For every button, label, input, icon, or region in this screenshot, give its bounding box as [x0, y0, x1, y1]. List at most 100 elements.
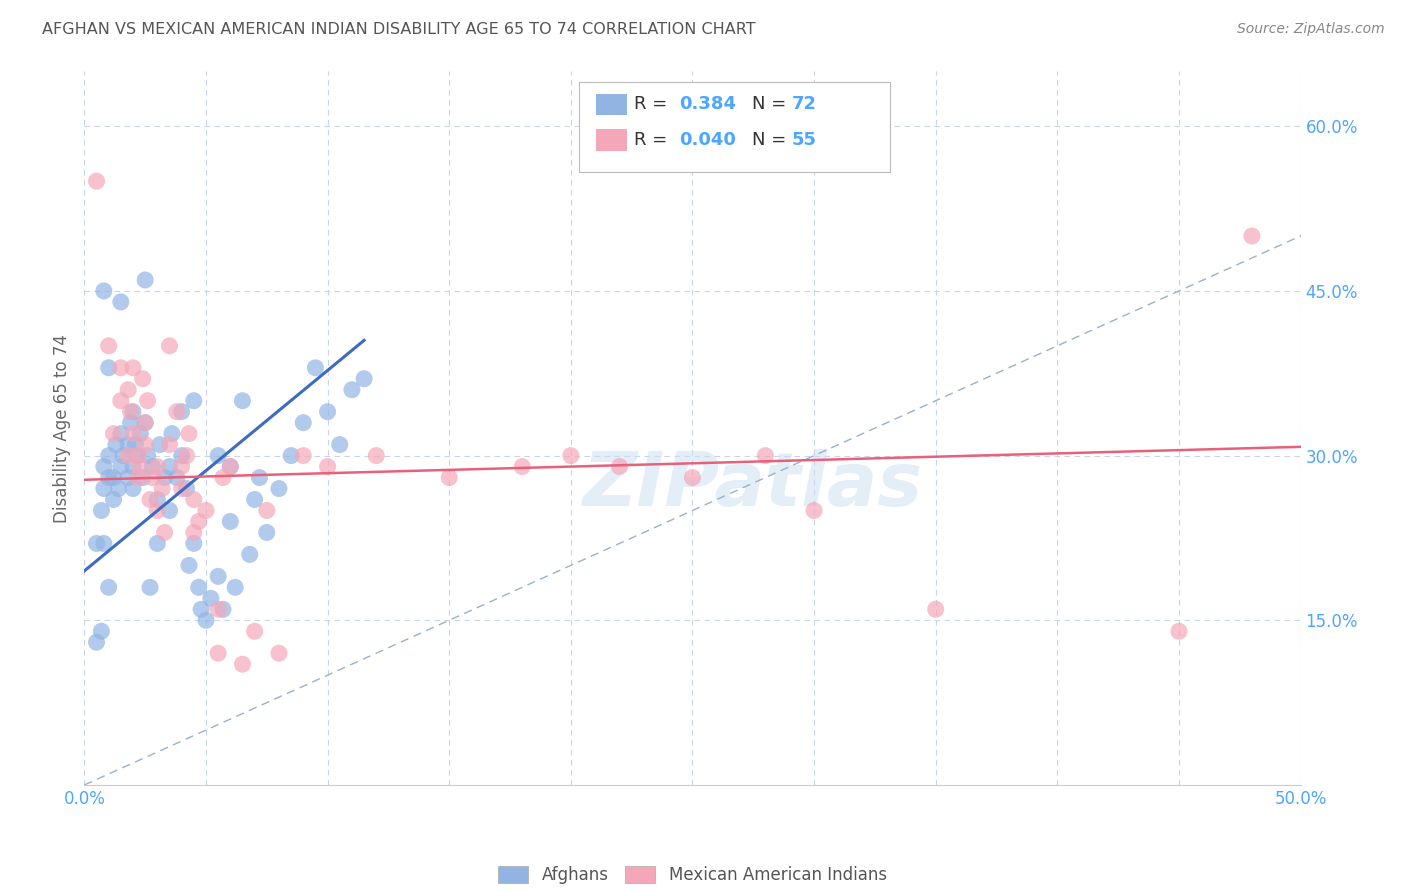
Point — [117, 437, 139, 451]
Point — [127, 449, 149, 463]
Point — [195, 503, 218, 517]
Text: R =: R = — [634, 131, 673, 149]
Point — [104, 437, 127, 451]
Point — [93, 482, 115, 496]
Point — [316, 405, 339, 419]
Point — [1240, 229, 1263, 244]
Point — [160, 426, 183, 441]
Point — [243, 492, 266, 507]
Y-axis label: Disability Age 65 to 74: Disability Age 65 to 74 — [53, 334, 72, 523]
Legend: Afghans, Mexican American Indians: Afghans, Mexican American Indians — [492, 859, 893, 891]
Point — [134, 416, 156, 430]
Point — [117, 449, 139, 463]
Point — [86, 635, 108, 649]
Point — [170, 405, 193, 419]
Point — [187, 515, 209, 529]
Point — [86, 536, 108, 550]
Point — [190, 602, 212, 616]
Point — [107, 482, 129, 496]
Point — [187, 580, 209, 594]
Point — [224, 580, 246, 594]
Point — [117, 470, 139, 484]
Point — [149, 437, 172, 451]
Point — [183, 525, 205, 540]
Point — [207, 569, 229, 583]
Point — [139, 492, 162, 507]
Point — [239, 548, 262, 562]
Point — [212, 602, 235, 616]
Point — [93, 536, 115, 550]
Point — [110, 393, 132, 408]
Point — [132, 372, 155, 386]
Text: AFGHAN VS MEXICAN AMERICAN INDIAN DISABILITY AGE 65 TO 74 CORRELATION CHART: AFGHAN VS MEXICAN AMERICAN INDIAN DISABI… — [42, 22, 756, 37]
Point — [510, 459, 533, 474]
Point — [329, 437, 352, 451]
Point — [366, 449, 388, 463]
Point — [150, 482, 173, 496]
Point — [134, 273, 156, 287]
Point — [166, 470, 188, 484]
Point — [170, 482, 193, 496]
Point — [353, 372, 375, 386]
Point — [139, 580, 162, 594]
Point — [754, 449, 776, 463]
Point — [120, 405, 142, 419]
Point — [103, 470, 125, 484]
Point — [256, 525, 278, 540]
Point — [219, 459, 242, 474]
Point — [122, 482, 145, 496]
Point — [146, 492, 169, 507]
Point — [153, 470, 176, 484]
Point — [803, 503, 825, 517]
Point — [159, 339, 181, 353]
Point — [231, 393, 253, 408]
Point — [110, 426, 132, 441]
Text: R =: R = — [634, 95, 673, 113]
Point — [207, 602, 229, 616]
Point — [127, 470, 149, 484]
Point — [132, 470, 155, 484]
Point — [120, 416, 142, 430]
Point — [249, 470, 271, 484]
Point — [146, 536, 169, 550]
Point — [183, 393, 205, 408]
Point — [124, 437, 146, 451]
Point — [267, 482, 290, 496]
Point — [127, 449, 149, 463]
Point — [110, 360, 132, 375]
Point — [177, 426, 200, 441]
Point — [110, 294, 132, 309]
Point — [292, 449, 315, 463]
Point — [90, 503, 112, 517]
Text: ZIPatlas: ZIPatlas — [583, 449, 924, 522]
Point — [136, 449, 159, 463]
Point — [141, 459, 163, 474]
Point — [97, 449, 120, 463]
Point — [97, 360, 120, 375]
Point — [93, 459, 115, 474]
Point — [207, 449, 229, 463]
Point — [267, 646, 290, 660]
Point — [122, 360, 145, 375]
Text: Source: ZipAtlas.com: Source: ZipAtlas.com — [1237, 22, 1385, 37]
Point — [183, 536, 205, 550]
Point — [207, 646, 229, 660]
Point — [560, 449, 582, 463]
Point — [134, 416, 156, 430]
Point — [159, 437, 181, 451]
Point — [280, 449, 302, 463]
Point — [243, 624, 266, 639]
Point — [316, 459, 339, 474]
Point — [122, 459, 145, 474]
Point — [122, 405, 145, 419]
Text: N =: N = — [752, 131, 792, 149]
Point — [340, 383, 363, 397]
Point — [159, 459, 181, 474]
Point — [103, 492, 125, 507]
Text: 72: 72 — [792, 95, 817, 113]
Point — [93, 284, 115, 298]
Text: 0.384: 0.384 — [679, 95, 737, 113]
Point — [110, 459, 132, 474]
Point — [97, 339, 120, 353]
Point — [200, 591, 222, 606]
